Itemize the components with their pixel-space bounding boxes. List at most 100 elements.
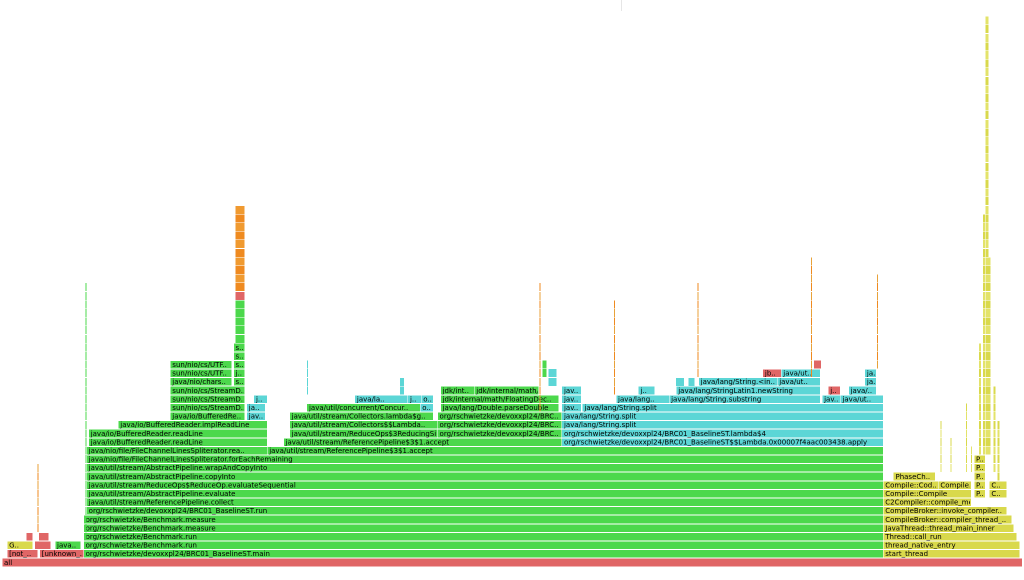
stack-spike[interactable]	[614, 360, 615, 369]
stack-spike[interactable]	[988, 266, 991, 274]
stack-spike[interactable]	[985, 145, 989, 154]
frame[interactable]: s..	[233, 351, 246, 360]
stack-spike[interactable]	[983, 403, 986, 412]
frame[interactable]: jav..	[561, 394, 582, 403]
stack-spike[interactable]	[614, 386, 615, 395]
frame-rect[interactable]	[38, 532, 50, 541]
stack-spike[interactable]	[993, 420, 996, 429]
stack-spike[interactable]	[985, 386, 989, 395]
frame[interactable]: java/nio/file/FileChannelLinesSpliterato…	[86, 446, 268, 455]
stack-spike[interactable]	[85, 463, 87, 472]
stack-spike[interactable]	[965, 429, 967, 438]
stack-spike[interactable]	[950, 446, 952, 455]
stack-spike[interactable]	[965, 403, 967, 412]
stack-spike[interactable]	[985, 76, 989, 85]
stack-spike[interactable]	[985, 266, 989, 274]
stack-spike[interactable]	[235, 214, 245, 223]
stack-spike[interactable]	[877, 309, 879, 317]
stack-spike[interactable]	[985, 326, 989, 335]
stack-spike[interactable]	[614, 334, 615, 343]
frame[interactable]: org/rschwietzke/devoxxpl24/BRC01_Baselin…	[83, 549, 884, 558]
frame-rect[interactable]	[419, 403, 434, 412]
frame[interactable]: java/lang..	[615, 394, 670, 403]
stack-spike[interactable]	[548, 369, 557, 378]
stack-spike[interactable]	[810, 369, 812, 378]
stack-spike[interactable]	[697, 334, 699, 343]
stack-spike[interactable]	[877, 343, 879, 352]
stack-spike[interactable]	[985, 334, 989, 343]
stack-spike[interactable]	[810, 360, 812, 369]
frame-rect[interactable]	[6, 540, 33, 550]
stack-spike[interactable]	[539, 309, 541, 317]
stack-spike[interactable]	[85, 395, 87, 403]
frame-rect[interactable]	[86, 489, 884, 498]
frame-rect[interactable]	[883, 523, 1015, 533]
frame[interactable]: org/rschwietzke/devoxxpl24/BRC..	[437, 429, 563, 438]
frame-rect[interactable]	[26, 532, 33, 541]
stack-spike[interactable]	[985, 111, 989, 120]
frame[interactable]: org/rschwietzke/devoxxpl24/BRC01_Baselin…	[86, 506, 884, 516]
stack-spike[interactable]	[37, 515, 39, 524]
stack-spike[interactable]	[983, 420, 986, 429]
frame-rect[interactable]	[561, 403, 582, 412]
stack-spike[interactable]	[985, 248, 989, 257]
stack-spike[interactable]	[985, 25, 989, 34]
stack-spike[interactable]	[235, 257, 245, 266]
stack-spike[interactable]	[985, 420, 989, 429]
frame[interactable]: java/util/stream/ReferencePipeline.colle…	[86, 497, 884, 507]
stack-spike[interactable]	[85, 326, 87, 335]
stack-spike[interactable]	[993, 403, 996, 412]
stack-spike[interactable]	[697, 360, 699, 369]
stack-spike[interactable]	[539, 300, 541, 309]
stack-spike[interactable]	[997, 420, 1000, 429]
stack-spike[interactable]	[85, 403, 87, 412]
stack-spike[interactable]	[697, 300, 699, 309]
frame-rect[interactable]	[246, 403, 266, 412]
frame-rect[interactable]	[233, 377, 246, 387]
frame[interactable]: java/lang/String.<in..	[698, 377, 778, 386]
stack-spike[interactable]	[983, 360, 986, 369]
stack-spike[interactable]	[877, 317, 879, 326]
frame-rect[interactable]	[86, 446, 268, 455]
stack-spike[interactable]	[988, 334, 991, 343]
frame-rect[interactable]	[973, 472, 986, 481]
stack-spike[interactable]	[85, 369, 87, 378]
stack-spike[interactable]	[697, 326, 699, 335]
frame[interactable]: P..	[973, 489, 986, 498]
stack-spike[interactable]	[985, 377, 989, 386]
stack-spike[interactable]	[877, 274, 879, 283]
stack-spike[interactable]	[979, 369, 982, 378]
stack-spike[interactable]	[985, 42, 989, 51]
stack-spike[interactable]	[614, 326, 615, 335]
stack-spike[interactable]	[979, 360, 982, 369]
frame-rect[interactable]	[440, 403, 560, 412]
stack-spike[interactable]	[614, 377, 615, 386]
frame[interactable]: sun/nio/cs/StreamD..	[170, 403, 246, 412]
frame-rect[interactable]	[86, 506, 884, 516]
stack-spike[interactable]	[950, 463, 952, 472]
stack-spike[interactable]	[539, 326, 541, 335]
stack-spike[interactable]	[306, 386, 308, 395]
stack-spike[interactable]	[988, 291, 991, 300]
stack-spike[interactable]	[85, 334, 87, 343]
frame-rect[interactable]	[675, 386, 821, 395]
frame-rect[interactable]	[437, 429, 563, 438]
stack-spike[interactable]	[614, 309, 615, 317]
stack-spike[interactable]	[985, 300, 989, 309]
stack-spike[interactable]	[85, 455, 87, 464]
frame-rect[interactable]	[989, 489, 1007, 498]
frame-rect[interactable]	[283, 437, 563, 447]
stack-spike[interactable]	[810, 352, 812, 360]
frame[interactable]: sun/nio/cs/UTF..	[170, 368, 232, 378]
frame[interactable]: java/util/stream/ReferencePipeline$3$1.a…	[266, 446, 884, 455]
stack-spike[interactable]	[539, 343, 541, 352]
frame[interactable]: java/nio/chars..	[170, 377, 232, 386]
stack-spike[interactable]	[688, 377, 695, 386]
stack-spike[interactable]	[988, 429, 991, 438]
frame[interactable]: org/rschwietzke/devoxxpl24/BRC01_Baselin…	[561, 437, 884, 446]
frame-rect[interactable]	[973, 454, 986, 464]
stack-spike[interactable]	[988, 317, 991, 326]
stack-spike[interactable]	[548, 377, 557, 386]
frame[interactable]: java/util/stream/ReduceOps$ReduceOp.eval…	[86, 480, 884, 489]
stack-spike[interactable]	[37, 472, 39, 481]
